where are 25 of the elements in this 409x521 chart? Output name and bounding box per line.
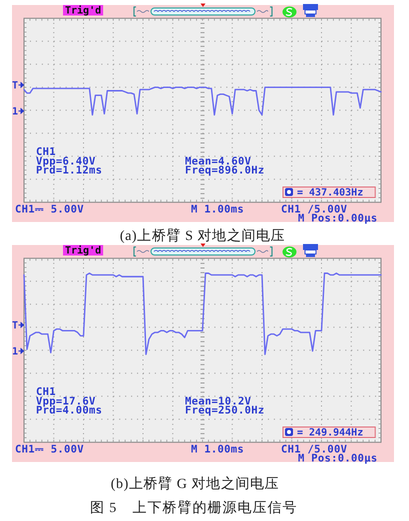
annotation: Prd=4.00ms [36, 404, 102, 416]
text: CH1⎓ 5.00V [15, 204, 84, 216]
annotation: = 249.944Hz [297, 428, 364, 438]
text: CH1⎓ 5.00V [15, 444, 84, 456]
annotation: Vpp=6.40V [36, 156, 96, 168]
text: 1 [12, 346, 18, 358]
text: Trig'd [65, 4, 102, 16]
annotation: Vpp=17.6V [36, 396, 96, 408]
text: Trig'd [65, 244, 102, 256]
annotation: Freq=250.0Hz [185, 404, 264, 416]
text: M 1.00ms [191, 444, 244, 456]
text: T [12, 80, 18, 92]
annotation: = 437.403Hz [297, 188, 364, 198]
text: 1 [12, 106, 18, 118]
annotation: CH1 [36, 146, 56, 158]
annotation: CH1 [36, 386, 56, 398]
annotation: Prd=1.12ms [36, 164, 102, 176]
text: M 1.00ms [191, 204, 244, 216]
text: (a)上桥臂 S 对地之间电压 [120, 228, 286, 244]
text: M Pos:0.00μs [298, 212, 378, 224]
caption: 图 5 上下桥臂的栅源电压信号 [90, 500, 298, 516]
text: M Pos:0.00μs [298, 452, 378, 464]
text: (b)上桥臂 G 对地之间电压 [110, 476, 280, 492]
annotation: Freq=896.0Hz [185, 164, 264, 176]
text: T [12, 320, 18, 332]
